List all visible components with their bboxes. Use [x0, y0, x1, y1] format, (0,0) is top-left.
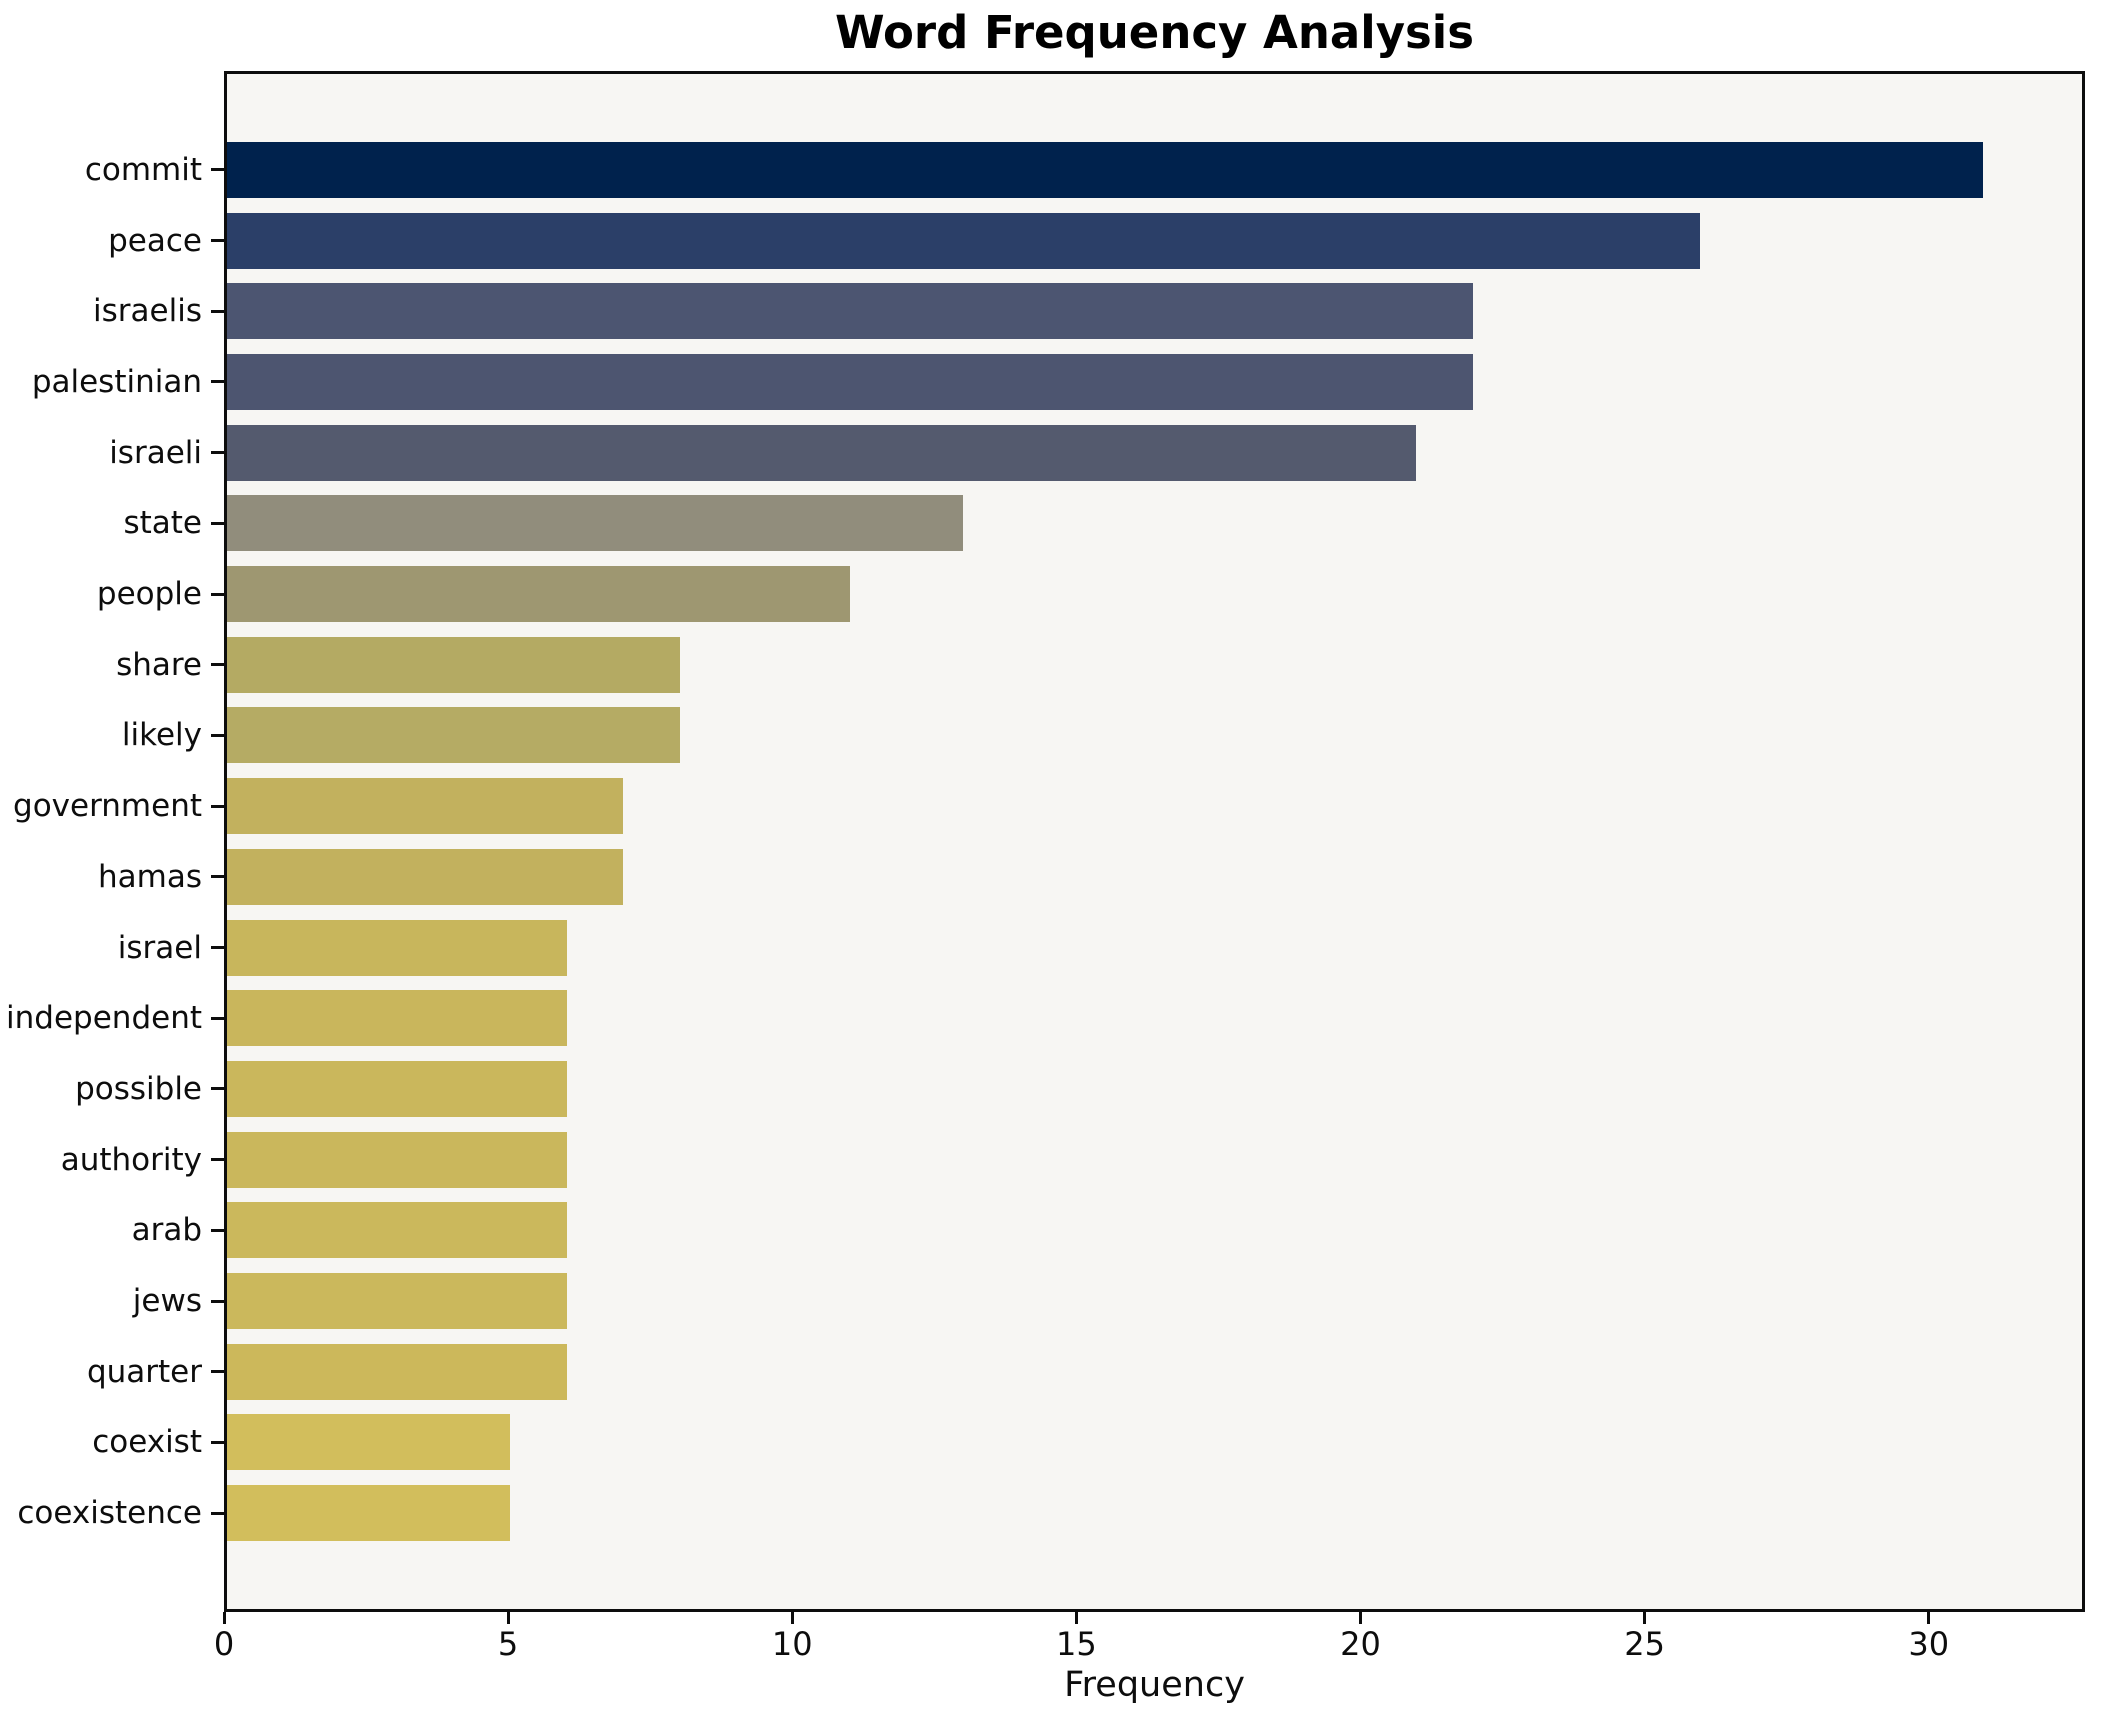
- y-tick-mark: [211, 592, 224, 596]
- y-tick-mark: [211, 380, 224, 384]
- x-tick-label-5: 5: [497, 1625, 519, 1663]
- y-tick-mark: [211, 1299, 224, 1303]
- y-tick-label-jews: jews: [132, 1283, 202, 1320]
- y-tick-label-possible: possible: [75, 1070, 202, 1107]
- x-tick-mark: [222, 1612, 226, 1624]
- bar-commit: [227, 141, 1983, 198]
- bar-jews: [227, 1273, 567, 1330]
- bar-israeli: [227, 424, 1416, 481]
- y-tick-label-authority: authority: [60, 1141, 202, 1178]
- bar-hamas: [227, 848, 623, 905]
- plot-area: [224, 71, 2085, 1612]
- y-tick-label-palestinian: palestinian: [31, 363, 202, 400]
- y-tick-mark: [211, 451, 224, 455]
- x-tick-mark: [1643, 1612, 1647, 1624]
- bar-government: [227, 778, 623, 835]
- y-tick-mark: [211, 1228, 224, 1232]
- y-tick-label-state: state: [123, 505, 202, 542]
- x-tick-label-30: 30: [1908, 1625, 1950, 1663]
- y-tick-mark: [211, 1511, 224, 1515]
- bar-palestinian: [227, 353, 1473, 410]
- x-tick-mark: [1358, 1612, 1362, 1624]
- y-tick-mark: [211, 1440, 224, 1444]
- y-tick-label-independent: independent: [6, 1000, 202, 1037]
- bar-state: [227, 495, 963, 552]
- bar-coexist: [227, 1414, 510, 1471]
- y-tick-label-hamas: hamas: [98, 858, 202, 895]
- y-tick-mark: [211, 1087, 224, 1091]
- bar-possible: [227, 1060, 567, 1117]
- y-tick-label-arab: arab: [131, 1212, 202, 1249]
- y-tick-mark: [211, 1158, 224, 1162]
- y-tick-label-coexist: coexist: [92, 1424, 202, 1461]
- y-tick-label-israel: israel: [117, 929, 202, 966]
- y-tick-label-peace: peace: [108, 222, 202, 259]
- x-tick-label-15: 15: [1056, 1625, 1097, 1663]
- y-tick-label-people: people: [96, 576, 202, 613]
- y-tick-label-government: government: [13, 788, 202, 825]
- x-tick-label-20: 20: [1340, 1625, 1381, 1663]
- bar-quarter: [227, 1343, 567, 1400]
- x-tick-mark: [1074, 1612, 1078, 1624]
- y-tick-mark: [211, 733, 224, 737]
- bar-independent: [227, 990, 567, 1047]
- x-tick-label-0: 0: [213, 1625, 235, 1663]
- y-tick-label-share: share: [116, 646, 202, 683]
- bar-israelis: [227, 283, 1473, 340]
- bar-peace: [227, 212, 1700, 269]
- x-axis-label: Frequency: [1064, 1665, 1245, 1705]
- x-tick-mark: [506, 1612, 510, 1624]
- bar-layer: [227, 74, 2082, 1609]
- y-tick-label-israeli: israeli: [109, 434, 202, 471]
- y-tick-label-commit: commit: [84, 151, 202, 188]
- chart-title: Word Frequency Analysis: [834, 6, 1475, 59]
- y-tick-mark: [211, 1370, 224, 1374]
- bar-people: [227, 566, 850, 623]
- x-tick-label-10: 10: [771, 1625, 813, 1663]
- y-tick-label-likely: likely: [121, 717, 202, 754]
- y-tick-label-coexistence: coexistence: [17, 1495, 202, 1532]
- y-tick-mark: [211, 804, 224, 808]
- bar-share: [227, 636, 680, 693]
- y-tick-mark: [211, 521, 224, 525]
- y-tick-mark: [211, 946, 224, 950]
- x-tick-label-25: 25: [1624, 1625, 1665, 1663]
- y-tick-mark: [211, 309, 224, 313]
- y-tick-mark: [211, 239, 224, 243]
- y-tick-label-israelis: israelis: [93, 293, 202, 330]
- bar-likely: [227, 707, 680, 764]
- y-tick-mark: [211, 1016, 224, 1020]
- bar-israel: [227, 919, 567, 976]
- bar-arab: [227, 1202, 567, 1259]
- y-tick-label-quarter: quarter: [86, 1353, 202, 1390]
- x-tick-mark: [790, 1612, 794, 1624]
- x-tick-mark: [1927, 1612, 1931, 1624]
- bar-authority: [227, 1131, 567, 1188]
- y-tick-mark: [211, 663, 224, 667]
- y-tick-mark: [211, 168, 224, 172]
- bar-coexistence: [227, 1485, 510, 1542]
- y-tick-mark: [211, 875, 224, 879]
